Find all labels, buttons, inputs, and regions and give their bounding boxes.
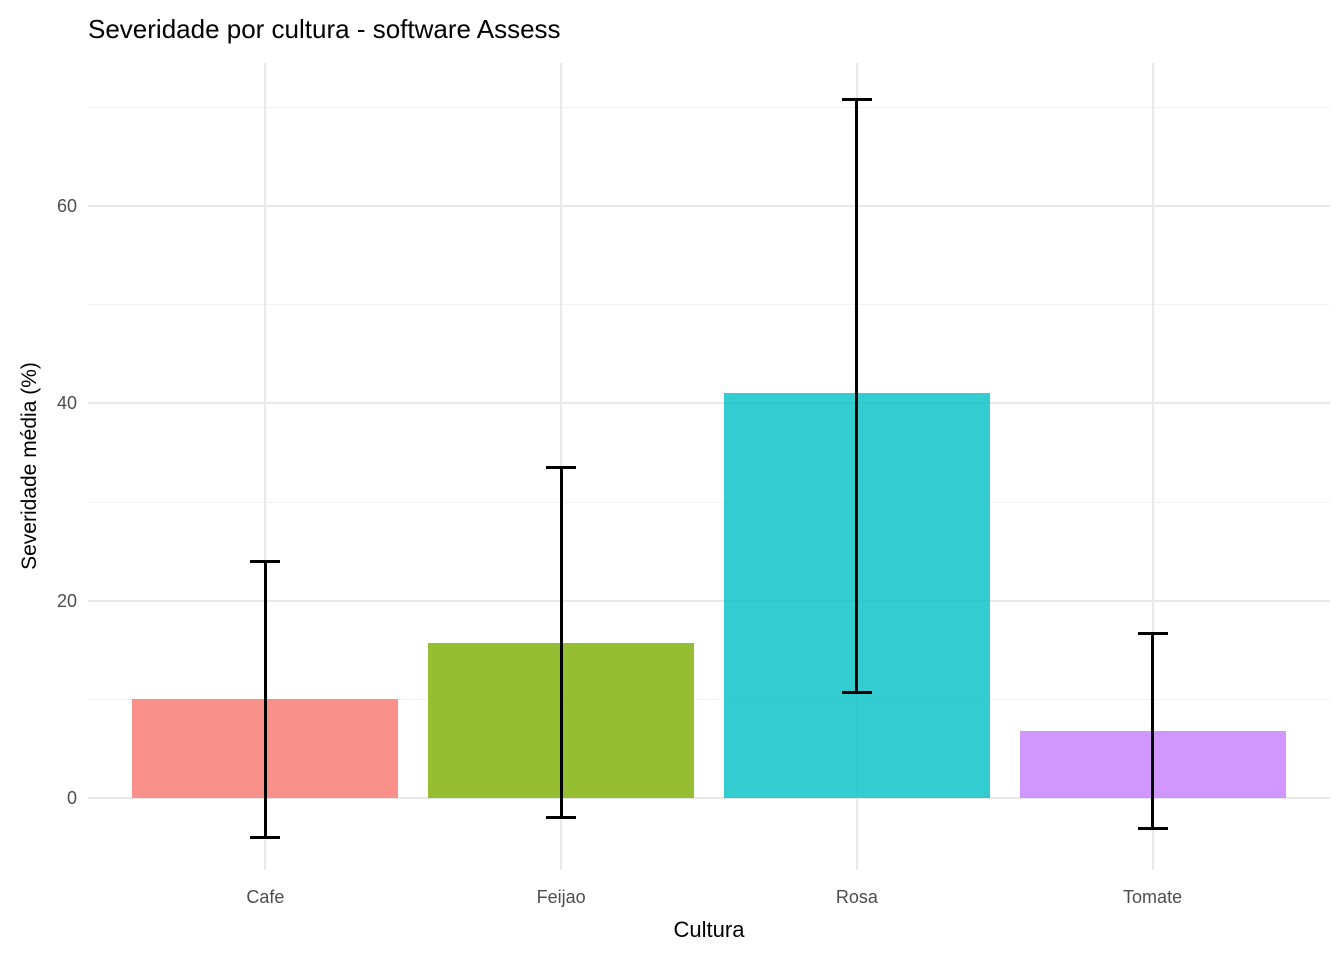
error-bar-cap [250, 559, 281, 563]
y-tick-label: 20 [56, 590, 77, 611]
gridline-minor [88, 501, 1330, 503]
gridline-vertical [264, 63, 267, 870]
gridline-major [88, 402, 1330, 405]
error-bar-line [263, 561, 267, 838]
error-bar-cap [1137, 827, 1168, 831]
error-bar-cap [1137, 631, 1168, 635]
gridline-major [88, 796, 1330, 799]
error-bar-line [559, 467, 563, 818]
error-bar-cap [546, 816, 577, 820]
gridline-minor [88, 698, 1330, 700]
gridline-vertical [1151, 63, 1154, 870]
gridline-major [88, 205, 1330, 208]
error-bar-line [855, 99, 859, 693]
x-tick-label: Feijao [536, 887, 586, 907]
y-tick-label: 40 [56, 393, 77, 414]
x-tick-label: Rosa [835, 887, 878, 907]
error-bar-cap [546, 465, 577, 469]
y-tick-label: 0 [66, 787, 77, 808]
y-tick-label: 60 [56, 196, 77, 217]
x-axis-title: Cultura [673, 917, 745, 942]
error-bar-cap [841, 98, 872, 101]
gridline-major [88, 599, 1330, 602]
gridline-minor [88, 304, 1330, 306]
error-bar-cap [250, 835, 281, 839]
error-bar-line [1151, 633, 1155, 829]
error-bar-cap [841, 690, 872, 694]
x-tick-label: Tomate [1123, 887, 1183, 907]
gridline-minor [88, 106, 1330, 108]
chart-title: Severidade por cultura - software Assess [88, 14, 561, 44]
x-tick-label: Cafe [246, 887, 285, 907]
